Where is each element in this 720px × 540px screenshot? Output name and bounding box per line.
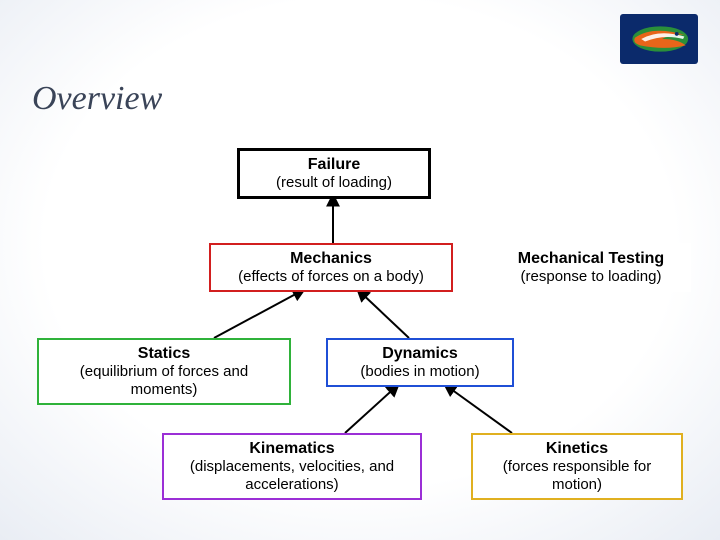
- node-mechtest-sub: (response to loading): [501, 268, 681, 286]
- node-kinematics-sub: (displacements, velocities, and accelera…: [172, 458, 412, 494]
- gator-logo: [620, 14, 698, 64]
- node-dynamics-title: Dynamics: [336, 344, 504, 363]
- node-failure-title: Failure: [248, 155, 420, 174]
- gator-icon: [626, 20, 692, 58]
- node-kinematics-title: Kinematics: [172, 439, 412, 458]
- node-mechanics-sub: (effects of forces on a body): [219, 268, 443, 286]
- node-statics-sub: (equilibrium of forces and moments): [47, 363, 281, 399]
- node-kinetics-title: Kinetics: [481, 439, 673, 458]
- node-mechanics: Mechanics (effects of forces on a body): [209, 243, 453, 292]
- node-kinetics-sub: (forces responsible for motion): [481, 458, 673, 494]
- node-mechanics-title: Mechanics: [219, 249, 443, 268]
- node-mechtest-title: Mechanical Testing: [501, 249, 681, 268]
- node-mechanical-testing: Mechanical Testing (response to loading): [491, 243, 691, 292]
- node-failure: Failure (result of loading): [237, 148, 431, 199]
- node-kinetics: Kinetics (forces responsible for motion): [471, 433, 683, 500]
- node-statics-title: Statics: [47, 344, 281, 363]
- node-dynamics: Dynamics (bodies in motion): [326, 338, 514, 387]
- node-dynamics-sub: (bodies in motion): [336, 363, 504, 381]
- page-title: Overview: [32, 80, 162, 118]
- node-statics: Statics (equilibrium of forces and momen…: [37, 338, 291, 405]
- node-kinematics: Kinematics (displacements, velocities, a…: [162, 433, 422, 500]
- node-failure-sub: (result of loading): [248, 174, 420, 192]
